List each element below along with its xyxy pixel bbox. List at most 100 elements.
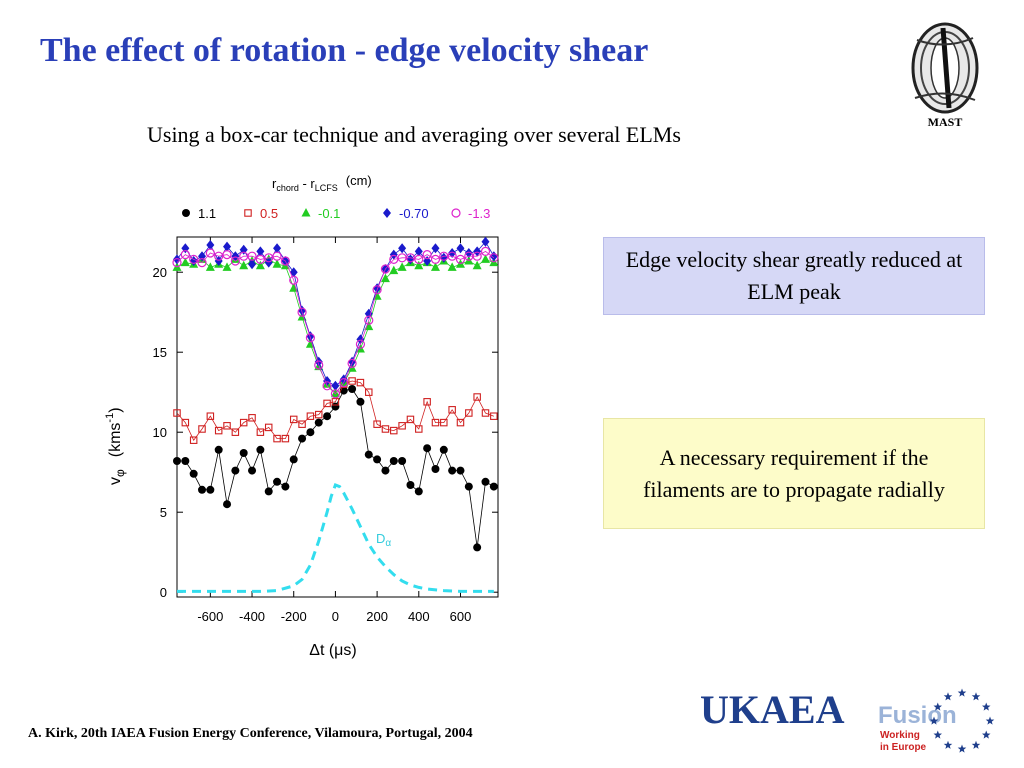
data-point: [298, 420, 306, 428]
data-point: [223, 241, 232, 252]
data-point: [364, 450, 373, 459]
requirement-note-text: A necessary requirement if the filaments…: [643, 444, 945, 502]
data-point: [314, 410, 323, 419]
x-tick-label: -200: [281, 609, 307, 624]
data-point: [456, 466, 465, 475]
star-icon: [982, 702, 991, 711]
data-point: [231, 251, 240, 262]
data-point: [214, 251, 224, 261]
data-point: [198, 251, 207, 262]
data-point: [473, 246, 482, 257]
data-point: [473, 393, 481, 401]
data-point: [406, 415, 415, 424]
velocity-chart: rchord - rLCFS (cm) 1.1 0.5 -0.1 -0.70 -1.3 0…: [104, 173, 499, 659]
data-point: [481, 236, 490, 247]
series-line-4: [176, 250, 495, 395]
data-point: [398, 243, 407, 254]
data-point: [272, 251, 282, 261]
star-icon: [982, 730, 991, 739]
data-point: [239, 260, 249, 270]
requirement-note-box: A necessary requirement if the filaments…: [603, 418, 985, 529]
data-point: [281, 482, 290, 491]
x-tick-label: -400: [239, 609, 265, 624]
data-point: [181, 418, 190, 427]
data-point: [389, 265, 399, 275]
x-tick-label: -600: [197, 609, 223, 624]
data-point: [398, 422, 406, 430]
data-point: [473, 543, 482, 552]
data-point: [173, 409, 181, 417]
data-point: [223, 500, 232, 509]
data-point: [239, 418, 248, 427]
data-point: [239, 449, 248, 457]
data-point: [198, 485, 207, 494]
data-point: [489, 251, 498, 262]
data-point: [323, 412, 332, 421]
data-point: [414, 487, 423, 496]
data-point: [256, 445, 265, 454]
data-point: [180, 249, 190, 260]
plot-area: 0 5 10 15 20 -600 -400 -200 0 200 400 600: [153, 236, 499, 624]
fusion-text: Fusion: [878, 702, 957, 729]
data-point: [273, 477, 282, 486]
data-point: [423, 444, 432, 453]
europe-text: in Europe: [880, 742, 927, 753]
series-line-2: [176, 258, 494, 395]
legend-marker: [301, 208, 311, 217]
data-point: [431, 243, 440, 254]
data-point: [405, 253, 416, 263]
data-point: [331, 398, 340, 406]
data-point: [248, 466, 257, 475]
data-point: [489, 253, 499, 263]
data-point: [323, 399, 331, 408]
data-point: [247, 251, 257, 261]
star-icon: [933, 730, 942, 739]
data-point: [180, 257, 190, 267]
data-point: [231, 428, 240, 436]
data-point: [381, 425, 390, 433]
data-point: [198, 425, 206, 433]
data-point: [264, 253, 274, 263]
star-icon: [943, 692, 953, 701]
data-point: [173, 457, 181, 465]
data-point: [205, 248, 215, 258]
x-tick-label: 0: [332, 609, 339, 624]
data-point: [422, 249, 432, 260]
data-point: [465, 409, 473, 417]
data-point: [397, 262, 407, 271]
data-point: [380, 264, 391, 274]
data-point: [214, 256, 223, 266]
data-point: [389, 457, 398, 465]
data-point: [222, 262, 232, 271]
ukaea-fusion-logo: UKAEA Fusion Working in Europe: [700, 687, 995, 753]
star-icon: [933, 702, 942, 711]
data-point: [339, 378, 349, 388]
data-point: [381, 466, 390, 475]
data-point: [440, 418, 448, 427]
data-point: [415, 425, 423, 433]
data-point: [306, 428, 315, 437]
shear-note-text: Edge velocity shear greatly reduced at E…: [625, 247, 963, 304]
data-point: [189, 254, 199, 265]
data-point: [214, 426, 223, 435]
data-point: [197, 257, 207, 268]
data-point: [323, 376, 332, 386]
data-point: [364, 321, 374, 331]
data-point: [347, 358, 357, 368]
data-point: [430, 262, 440, 271]
data-point: [280, 256, 290, 266]
data-point: [373, 420, 381, 428]
star-icon: [971, 740, 981, 749]
data-point: [314, 360, 324, 370]
data-point: [306, 412, 315, 420]
data-point: [189, 436, 198, 444]
data-point: [406, 481, 415, 489]
data-point: [181, 457, 190, 465]
data-point: [355, 339, 366, 349]
data-point: [373, 455, 382, 464]
y-tick-label: 15: [153, 345, 167, 360]
data-point: [365, 388, 373, 396]
data-point: [472, 260, 482, 270]
eu-stars-icon: [929, 688, 995, 753]
data-point: [448, 406, 456, 414]
